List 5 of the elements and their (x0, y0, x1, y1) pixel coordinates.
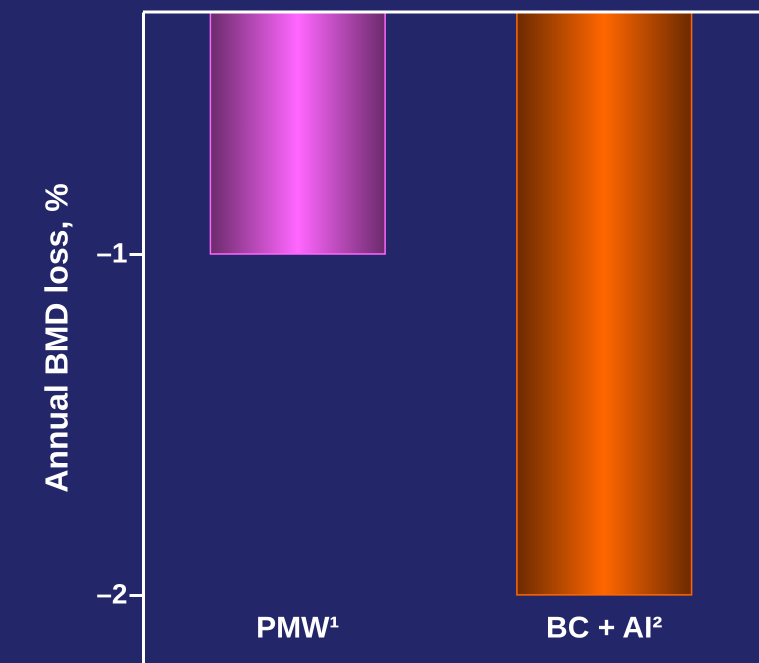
x-tick-label: PMW¹ (256, 612, 340, 644)
y-tick-label: –2 (96, 578, 128, 610)
x-tick-label: BC + AI² (546, 612, 662, 644)
y-axis-title: Annual BMD loss, % (38, 183, 74, 493)
y-tick-label: –1 (96, 237, 128, 268)
